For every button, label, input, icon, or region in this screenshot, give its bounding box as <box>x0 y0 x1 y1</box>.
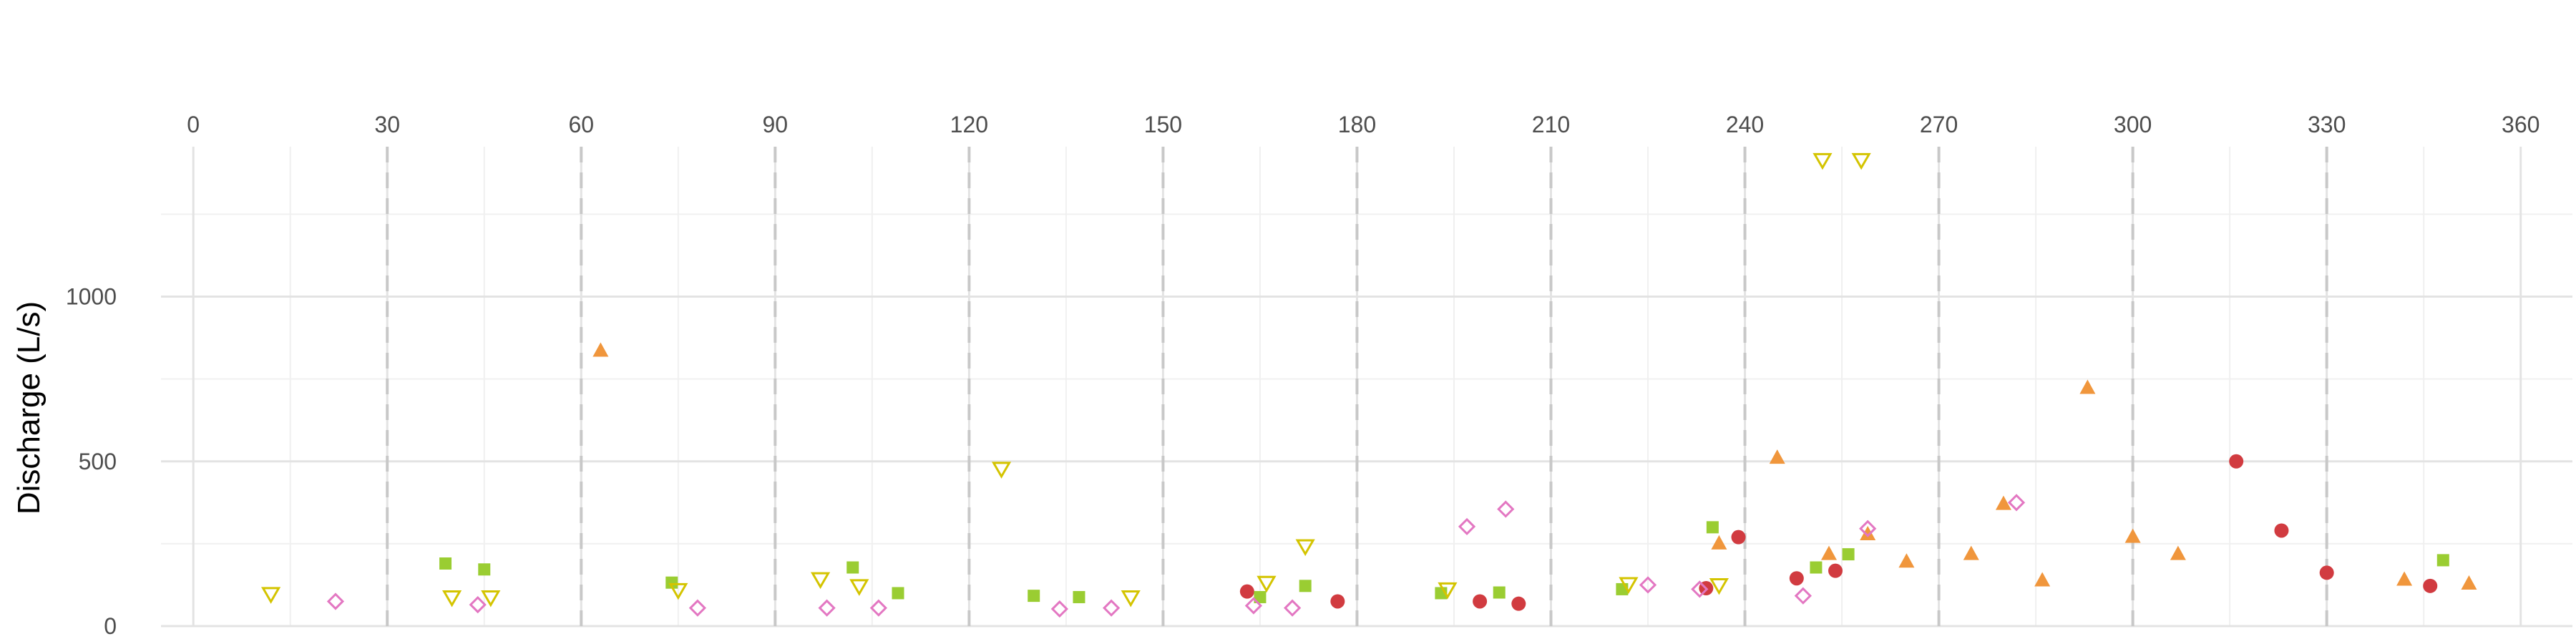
x-tick-label: 30 <box>374 112 400 137</box>
major-gridlines <box>161 147 2572 628</box>
point-triangle-up <box>2170 545 2186 560</box>
point-triangle-down <box>1257 575 1277 593</box>
point-triangle-up <box>592 342 609 357</box>
point-square <box>1493 586 1506 599</box>
point-triangle-down <box>810 572 831 590</box>
point-square <box>478 563 491 576</box>
point-square <box>1299 580 1312 592</box>
x-tick-label: 0 <box>187 112 200 137</box>
point-diamond <box>1458 517 1476 536</box>
point-square <box>1810 561 1823 574</box>
point-triangle-up <box>2461 575 2477 590</box>
point-diamond <box>818 599 836 617</box>
y-tick-label: 1000 <box>66 284 117 310</box>
point-triangle-up <box>1963 545 1979 560</box>
x-tick-label: 150 <box>1144 112 1182 137</box>
point-square <box>1028 590 1040 602</box>
point-diamond <box>469 595 487 614</box>
point-triangle-down <box>1813 152 1833 170</box>
point-diamond <box>1859 519 1877 537</box>
point-diamond <box>1244 597 1263 615</box>
y-axis-tick-labels: 0 500 1000 <box>66 284 117 639</box>
point-triangle-down <box>1619 577 1639 595</box>
point-circle <box>1789 571 1804 586</box>
x-tick-label: 360 <box>2502 112 2540 137</box>
x-axis-tick-labels: 0 30 60 90 120 150 180 210 240 270 300 330 360 <box>187 112 2540 137</box>
point-triangle-down <box>1438 582 1458 600</box>
point-diamond <box>1283 599 1302 617</box>
point-triangle-up <box>2124 528 2141 543</box>
x-tick-label: 210 <box>1532 112 1570 137</box>
point-circle <box>1731 530 1746 545</box>
point-circle <box>2229 454 2244 469</box>
point-diamond <box>1691 580 1709 598</box>
point-triangle-up <box>2034 572 2051 587</box>
x-tick-label: 120 <box>950 112 988 137</box>
y-tick-label: 500 <box>79 449 117 474</box>
point-square <box>1706 521 1719 534</box>
point-triangle-up <box>1995 495 2011 510</box>
y-axis-title: Discharge (L/s) <box>11 301 47 514</box>
point-circle <box>2319 565 2334 580</box>
point-circle <box>1239 584 1254 599</box>
x-tick-label: 90 <box>763 112 789 137</box>
point-circle <box>1828 563 1843 578</box>
point-square <box>847 561 859 574</box>
point-triangle-up <box>2396 571 2413 586</box>
point-triangle-down <box>849 579 869 596</box>
y-tick-label: 0 <box>104 613 117 639</box>
point-diamond <box>1639 576 1657 594</box>
point-triangle-up <box>2079 379 2096 394</box>
point-triangle-up <box>1860 525 1876 540</box>
point-diamond <box>1497 500 1515 518</box>
x-tick-label: 300 <box>2114 112 2152 137</box>
point-square <box>1073 590 1085 603</box>
point-triangle-down <box>1851 152 1871 170</box>
minor-gridlines <box>161 147 2572 626</box>
point-diamond <box>326 592 345 610</box>
point-square <box>439 557 452 570</box>
x-tick-label: 330 <box>2308 112 2346 137</box>
point-square <box>665 576 678 589</box>
point-square <box>1254 590 1267 603</box>
point-triangle-down <box>991 462 1012 479</box>
x-tick-label: 270 <box>1920 112 1958 137</box>
point-diamond <box>2007 494 2026 512</box>
point-triangle-up <box>1769 449 1785 464</box>
point-triangle-up <box>1898 553 1915 568</box>
point-triangle-down <box>481 590 501 608</box>
point-diamond <box>1794 587 1812 605</box>
point-circle <box>2274 523 2289 538</box>
point-circle <box>2423 578 2438 593</box>
point-circle <box>1511 596 1526 611</box>
point-triangle-up <box>1820 545 1837 560</box>
point-diamond <box>869 599 887 617</box>
point-triangle-down <box>260 587 281 604</box>
point-square <box>1842 548 1855 561</box>
data-points <box>260 152 2477 618</box>
x-tick-label: 240 <box>1726 112 1764 137</box>
point-triangle-down <box>1295 539 1315 557</box>
point-diamond <box>1103 599 1121 617</box>
point-circle <box>1330 594 1345 609</box>
point-square <box>2436 554 2449 567</box>
point-diamond <box>1050 600 1068 618</box>
point-circle <box>1473 594 1488 609</box>
point-square <box>892 587 904 600</box>
point-triangle-up <box>1711 535 1727 550</box>
dashed-reference-lines <box>386 147 2328 626</box>
point-triangle-down <box>1121 590 1141 608</box>
x-tick-label: 180 <box>1338 112 1376 137</box>
point-triangle-down <box>668 582 688 600</box>
x-tick-label: 60 <box>568 112 594 137</box>
point-diamond <box>688 599 707 617</box>
point-triangle-down <box>1709 577 1729 595</box>
point-triangle-down <box>441 590 462 608</box>
